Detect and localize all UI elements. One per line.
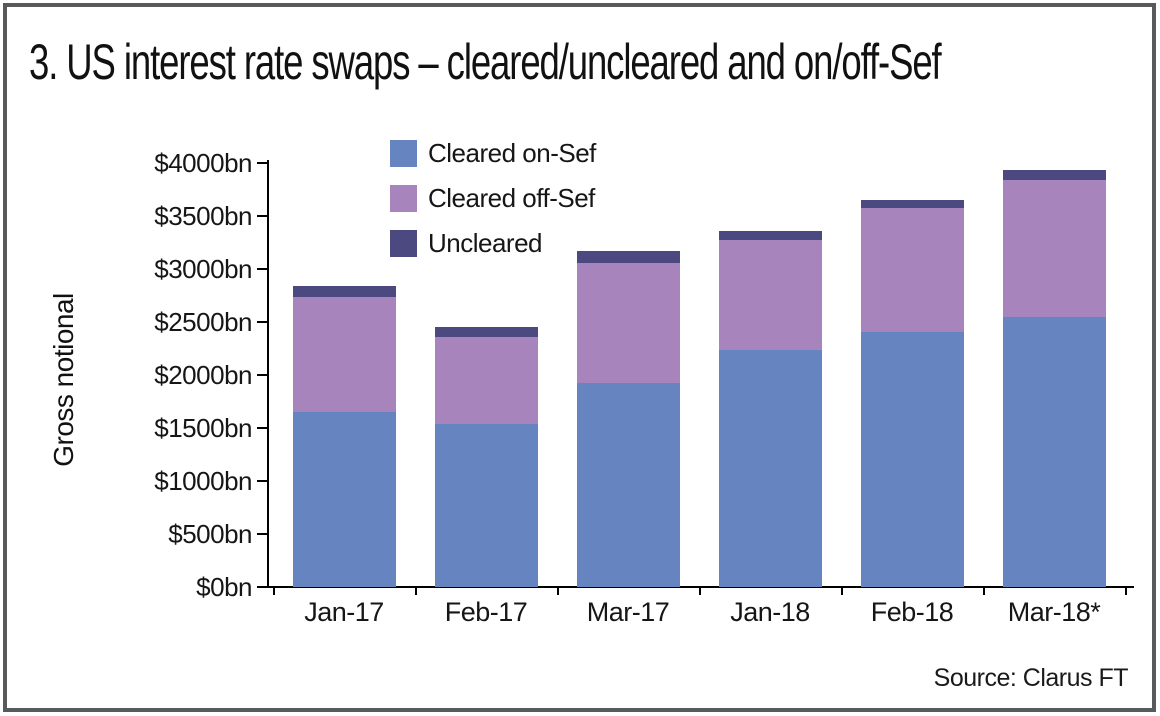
source-label: Source: Clarus FT bbox=[933, 664, 1129, 692]
legend-swatch-uncleared bbox=[390, 230, 417, 257]
x-tick-mark bbox=[699, 588, 701, 595]
legend-swatch-cleared-on-sef bbox=[390, 140, 417, 167]
bar-segment-cleared-on-sef-jan-18 bbox=[719, 349, 822, 587]
bar-segment-uncleared-feb-17 bbox=[435, 327, 538, 337]
y-tick-mark bbox=[257, 427, 268, 429]
x-axis-label-mar-17: Mar-17 bbox=[586, 597, 670, 627]
y-tick-mark bbox=[257, 374, 268, 376]
legend-label-cleared-off-sef: Cleared off-Sef bbox=[428, 183, 595, 213]
x-axis-label-jan-18: Jan-18 bbox=[730, 597, 810, 627]
y-tick-mark bbox=[257, 215, 268, 217]
x-tick-mark bbox=[273, 588, 275, 595]
bar-segment-cleared-off-sef-mar-17 bbox=[577, 262, 680, 384]
x-tick-mark bbox=[1125, 588, 1127, 595]
x-axis-label-feb-17: Feb-17 bbox=[444, 597, 528, 627]
y-tick-label: $500bn bbox=[168, 519, 252, 549]
x-axis-line bbox=[261, 586, 1134, 588]
y-tick-label: $1500bn bbox=[154, 413, 252, 443]
y-tick-mark bbox=[257, 321, 268, 323]
y-axis-line bbox=[267, 160, 269, 588]
bar-segment-cleared-on-sef-mar-17 bbox=[577, 383, 680, 587]
x-tick-mark bbox=[983, 588, 985, 595]
y-tick-label: $0bn bbox=[196, 572, 252, 602]
y-tick-mark bbox=[257, 480, 268, 482]
y-tick-label: $3000bn bbox=[154, 254, 252, 284]
bar-segment-cleared-off-sef-jan-18 bbox=[719, 240, 822, 350]
bar-segment-cleared-on-sef-feb-18 bbox=[861, 331, 964, 587]
y-tick-mark bbox=[257, 162, 268, 164]
x-tick-mark bbox=[557, 588, 559, 595]
x-tick-mark bbox=[415, 588, 417, 595]
x-axis-label-feb-18: Feb-18 bbox=[870, 597, 954, 627]
y-tick-label: $2000bn bbox=[154, 360, 252, 390]
bar-segment-cleared-off-sef-feb-18 bbox=[861, 207, 964, 332]
x-axis-label-mar-18: Mar-18* bbox=[1007, 597, 1101, 627]
y-tick-label: $3500bn bbox=[154, 201, 252, 231]
bar-segment-cleared-off-sef-mar-18 bbox=[1003, 179, 1106, 317]
x-tick-mark bbox=[841, 588, 843, 595]
bar-segment-uncleared-jan-18 bbox=[719, 230, 822, 241]
x-axis-label-jan-17: Jan-17 bbox=[304, 597, 384, 627]
y-tick-label: $2500bn bbox=[154, 307, 252, 337]
bar-segment-uncleared-jan-17 bbox=[293, 285, 396, 297]
bar-segment-cleared-off-sef-feb-17 bbox=[435, 336, 538, 424]
bar-segment-cleared-off-sef-jan-17 bbox=[293, 296, 396, 413]
y-axis-title: Gross notional bbox=[48, 293, 79, 467]
y-tick-mark bbox=[257, 268, 268, 270]
bar-segment-cleared-on-sef-mar-18 bbox=[1003, 316, 1106, 587]
bar-segment-uncleared-mar-17 bbox=[577, 250, 680, 263]
legend-label-uncleared: Uncleared bbox=[428, 228, 543, 258]
bar-segment-cleared-on-sef-jan-17 bbox=[293, 412, 396, 587]
legend-label-cleared-on-sef: Cleared on-Sef bbox=[428, 138, 596, 168]
y-tick-mark bbox=[257, 533, 268, 535]
y-tick-label: $4000bn bbox=[154, 148, 252, 178]
y-tick-label: $1000bn bbox=[154, 466, 252, 496]
bar-segment-uncleared-mar-18 bbox=[1003, 170, 1106, 180]
bar-segment-cleared-on-sef-feb-17 bbox=[435, 423, 538, 587]
bar-segment-uncleared-feb-18 bbox=[861, 200, 964, 208]
legend-swatch-cleared-off-sef bbox=[390, 185, 417, 212]
chart-title: 3. US interest rate swaps – cleared/uncl… bbox=[29, 34, 942, 90]
